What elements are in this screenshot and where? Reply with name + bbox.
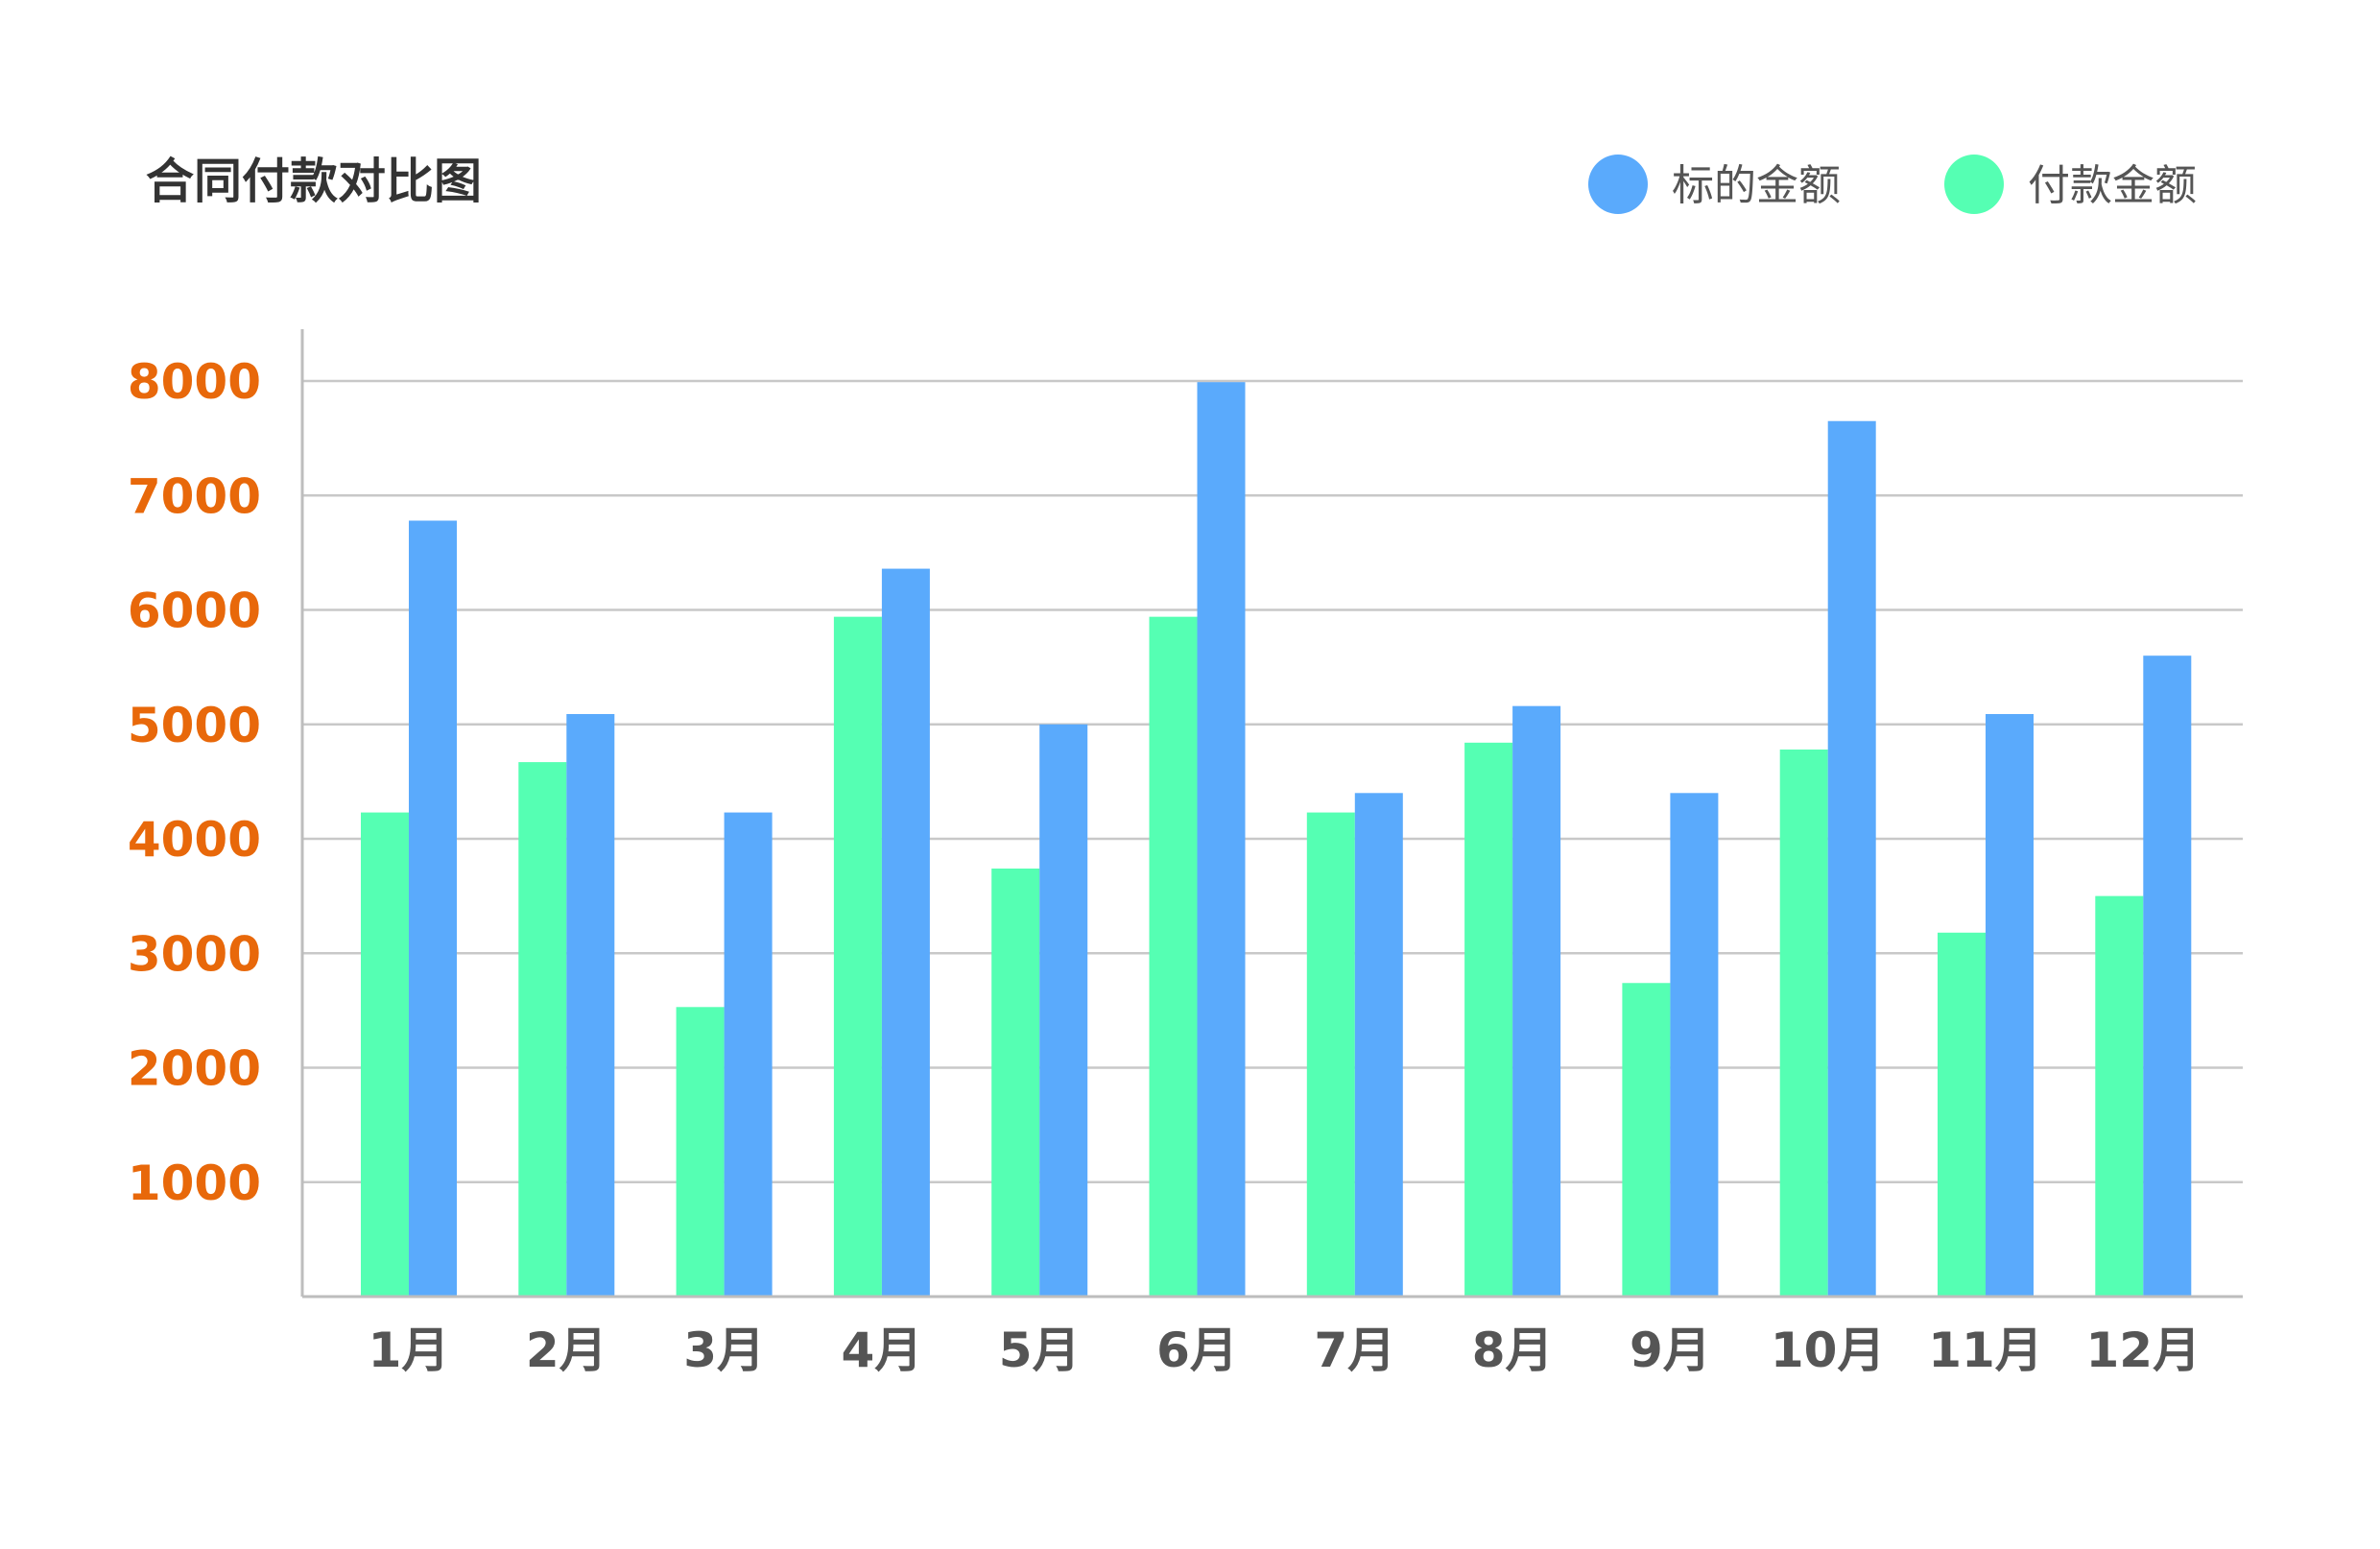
x-tick-label: 12月 <box>2086 1323 2202 1378</box>
bar-payment-3 <box>677 1007 725 1297</box>
x-tick-label: 8月 <box>1472 1323 1554 1378</box>
x-tick-label: 2月 <box>526 1323 607 1378</box>
y-tick-label: 3000 <box>128 926 261 982</box>
bar-payment-2 <box>518 762 566 1297</box>
bar-target-2 <box>566 714 614 1297</box>
bar-target-3 <box>725 813 773 1297</box>
x-tick-label: 11月 <box>1928 1323 2043 1378</box>
y-tick-label: 2000 <box>128 1041 261 1097</box>
legend-marker-target-amount <box>1588 155 1648 214</box>
x-tick-label: 1月 <box>369 1323 450 1378</box>
legend-label-payment-amount: 付款金额 <box>2028 161 2197 210</box>
bar-target-10 <box>1828 421 1876 1297</box>
bar-target-11 <box>1986 714 2034 1297</box>
bar-target-12 <box>2143 655 2191 1297</box>
y-tick-label: 1000 <box>128 1156 261 1211</box>
bar-target-8 <box>1512 706 1560 1297</box>
bar-target-5 <box>1039 725 1087 1297</box>
chart-title: 合同付款对比图 <box>146 154 482 209</box>
x-axis-ticks: 1月 2月 3月 4月 5月 6月 7月 8月 9月 10月 11月 12月 <box>369 1323 2201 1378</box>
x-tick-label: 9月 <box>1630 1323 1711 1378</box>
bar-payment-9 <box>1622 983 1670 1297</box>
bar-payment-11 <box>1938 933 1986 1297</box>
bar-target-1 <box>409 520 457 1297</box>
y-tick-label: 5000 <box>128 698 261 753</box>
bar-payment-7 <box>1307 813 1355 1297</box>
x-tick-label: 5月 <box>999 1323 1081 1378</box>
x-tick-label: 4月 <box>842 1323 923 1378</box>
bar-payment-4 <box>834 617 882 1297</box>
bar-payment-6 <box>1150 617 1198 1297</box>
x-tick-label: 10月 <box>1771 1323 1886 1378</box>
bar-target-6 <box>1198 382 1246 1297</box>
bar-target-9 <box>1670 793 1718 1297</box>
bar-target-4 <box>882 569 930 1297</box>
y-tick-label: 8000 <box>128 354 261 410</box>
legend-marker-payment-amount <box>1944 155 2004 214</box>
bar-payment-1 <box>361 813 409 1297</box>
bar-payment-12 <box>2095 896 2143 1297</box>
y-tick-label: 7000 <box>128 468 261 524</box>
bar-payment-5 <box>991 869 1039 1297</box>
y-tick-label: 6000 <box>128 584 261 639</box>
x-tick-label: 6月 <box>1156 1323 1238 1378</box>
y-axis-ticks: 1000 2000 3000 4000 5000 6000 7000 8000 <box>128 354 261 1211</box>
legend-label-target-amount: 标的金额 <box>1672 161 1841 210</box>
x-tick-label: 3月 <box>683 1323 765 1378</box>
y-tick-label: 4000 <box>128 812 261 868</box>
legend: 标的金额 付款金额 <box>1588 155 2197 214</box>
bar-payment-10 <box>1780 750 1828 1297</box>
bar-payment-8 <box>1464 743 1512 1297</box>
bar-target-7 <box>1355 793 1403 1297</box>
x-tick-label: 7月 <box>1314 1323 1395 1378</box>
